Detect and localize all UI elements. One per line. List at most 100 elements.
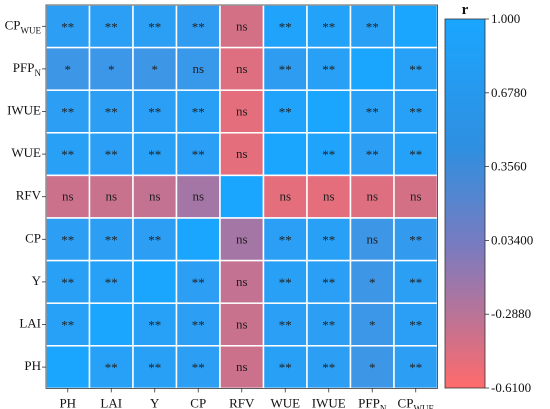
- colorbar-tick-label: -0.2880: [491, 306, 531, 321]
- heatmap-cell-label: **: [192, 360, 205, 375]
- heatmap-cell-label: **: [409, 62, 422, 77]
- heatmap-cell-label: ns: [236, 18, 248, 33]
- heatmap-cell: [132, 345, 178, 390]
- heatmap-cell: [45, 345, 91, 390]
- colorbar-tick-label: 0.03400: [491, 232, 533, 247]
- heatmap-cell: [45, 259, 91, 304]
- heatmap-cell: [219, 259, 265, 304]
- heatmap-cell-label: *: [65, 62, 72, 77]
- colorbar-tick-label: 0.3560: [491, 159, 527, 174]
- heatmap-cell: [262, 302, 308, 347]
- heatmap-cell-label: **: [105, 232, 118, 247]
- heatmap-cell-label: **: [192, 105, 205, 120]
- heatmap-cell-label: *: [369, 318, 376, 333]
- heatmap-cell-label: **: [61, 275, 74, 290]
- heatmap-cell: [132, 217, 178, 262]
- heatmap-cell-label: **: [105, 105, 118, 120]
- heatmap-cell-label: **: [148, 360, 161, 375]
- column-tick-label: LAI: [100, 395, 122, 409]
- heatmap-cell: [262, 217, 308, 262]
- heatmap-cell-label: ns: [236, 231, 248, 246]
- heatmap-cell: [88, 302, 134, 347]
- heatmap-cell: [45, 302, 91, 347]
- heatmap-cell-label: **: [105, 19, 118, 34]
- heatmap-cell-label: **: [148, 232, 161, 247]
- colorbar-tick-label: 1.000: [491, 11, 520, 26]
- heatmap-cell: [45, 89, 91, 134]
- column-tick-label: WUE: [270, 395, 300, 409]
- heatmap-cell-label: **: [366, 147, 379, 162]
- heatmap-cell-label: **: [148, 105, 161, 120]
- heatmap-grid: [45, 4, 439, 390]
- heatmap-cell-label: ns: [410, 189, 422, 204]
- row-tick-labels: CPWUE PFPN IWUE WUE RFV CP Y LAI PH: [5, 17, 46, 373]
- heatmap-cell: [393, 302, 439, 347]
- heatmap-cell: [219, 174, 265, 219]
- heatmap-cell-label: ns: [192, 61, 204, 76]
- column-tick-label: Y: [150, 395, 160, 409]
- heatmap-cell: [393, 217, 439, 262]
- heatmap-cell-label: **: [61, 318, 74, 333]
- heatmap-cell-label: **: [322, 147, 335, 162]
- heatmap-cell: [349, 217, 395, 262]
- heatmap-cell: [88, 132, 134, 177]
- heatmap-cell-label: **: [322, 19, 335, 34]
- heatmap-cell: [349, 4, 395, 49]
- heatmap-cell-label: **: [61, 105, 74, 120]
- heatmap-cell: [45, 174, 91, 219]
- heatmap-cell: [132, 302, 178, 347]
- row-tick-label: RFV: [16, 188, 42, 203]
- heatmap-cell-label: **: [105, 360, 118, 375]
- heatmap-cell: [262, 174, 308, 219]
- heatmap-cell-label: **: [279, 105, 292, 120]
- heatmap-cell-label: **: [366, 19, 379, 34]
- heatmap-cell: [393, 4, 439, 49]
- heatmap-cell-label: **: [105, 275, 118, 290]
- heatmap-cell: [306, 89, 352, 134]
- heatmap-cell: [393, 345, 439, 390]
- heatmap-cell: [88, 345, 134, 390]
- column-tick-label: IWUE: [312, 395, 346, 409]
- colorbar: r 1.000 0.6780 0.3560 0.03400 -0.2880 -0.6100: [444, 2, 533, 395]
- column-tick-label: PH: [59, 395, 76, 409]
- row-tick-label: PFPN: [13, 60, 42, 78]
- heatmap-cell-label: ns: [366, 189, 378, 204]
- heatmap-cell-label: **: [366, 105, 379, 120]
- heatmap-cell: [393, 89, 439, 134]
- row-tick-label: WUE: [11, 145, 41, 160]
- heatmap-cell: [219, 302, 265, 347]
- heatmap-cell-label: ns: [236, 146, 248, 161]
- heatmap-cell-label: *: [369, 275, 376, 290]
- heatmap-cell: [306, 259, 352, 304]
- heatmap-cell: [262, 4, 308, 49]
- heatmap-cell-label: **: [409, 232, 422, 247]
- heatmap-cell: [262, 345, 308, 390]
- heatmap-cell-label: ns: [236, 61, 248, 76]
- heatmap-cell-label: ns: [62, 189, 74, 204]
- heatmap-cell-label: **: [192, 275, 205, 290]
- row-tick-label: CP: [25, 230, 41, 245]
- heatmap-cell-label: **: [279, 19, 292, 34]
- heatmap-cell-label: **: [192, 318, 205, 333]
- heatmap-cell-label: ns: [236, 317, 248, 332]
- heatmap-cell: [306, 46, 352, 91]
- colorbar-gradient: [444, 18, 486, 389]
- heatmap-cell-label: ns: [279, 189, 291, 204]
- heatmap-cell-label: ns: [236, 274, 248, 289]
- heatmap-cell-label: **: [61, 232, 74, 247]
- heatmap-cell: [132, 89, 178, 134]
- column-tick-label: CP: [190, 395, 206, 409]
- heatmap-cell-label: **: [279, 275, 292, 290]
- heatmap-cell: [88, 259, 134, 304]
- heatmap-cell: [175, 302, 221, 347]
- heatmap-cell: [262, 132, 308, 177]
- heatmap-cell-label: ns: [192, 189, 204, 204]
- heatmap-cell-label: **: [192, 19, 205, 34]
- heatmap-cell: [349, 46, 395, 91]
- heatmap-cell: [175, 132, 221, 177]
- heatmap-cell: [175, 89, 221, 134]
- heatmap-cell: [132, 259, 178, 304]
- row-tick-label: LAI: [19, 316, 41, 331]
- heatmap-cell-label: ns: [236, 359, 248, 374]
